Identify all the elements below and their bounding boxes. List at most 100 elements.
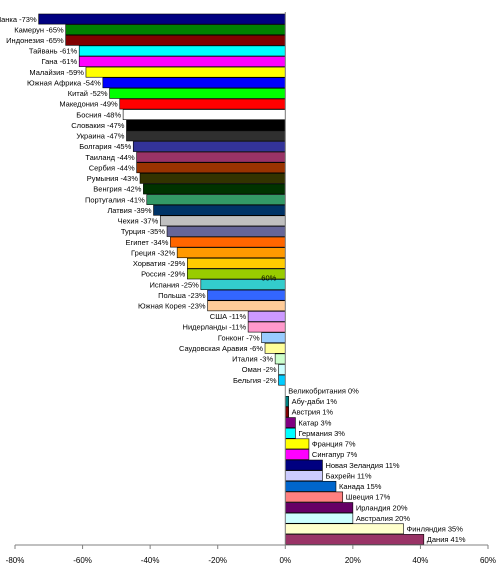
stray-data-label: 60%: [261, 274, 276, 283]
bar: [284, 417, 296, 428]
bar-label: Хорватия -29%: [133, 259, 186, 268]
bar-label: Оман -2%: [242, 365, 277, 374]
bar-label: Латвия -39%: [107, 206, 152, 215]
bar: [159, 215, 286, 227]
bar-label: Испания -25%: [149, 280, 199, 289]
bar: [284, 523, 404, 535]
bar: [284, 449, 310, 460]
bar: [126, 119, 286, 131]
bar: [284, 480, 337, 492]
x-tick-label: -80%: [6, 556, 25, 565]
bar-label: Франция 7%: [312, 440, 356, 449]
x-tick-label: 40%: [412, 556, 428, 565]
bar-label: Италия -3%: [232, 355, 273, 364]
bar-label: Южная Корея -23%: [138, 302, 206, 311]
bar-label: Австрия 1%: [292, 408, 334, 417]
bar-label: Македония -49%: [59, 100, 118, 109]
bar-label: Нидерланды -11%: [183, 323, 247, 332]
bar-label: Бельгия -2%: [233, 376, 277, 385]
bar-labels-layer: Шри-Ланка -73%Камерун -65% Индонезия -65%…: [0, 15, 466, 544]
bar-label: Камерун -65%: [14, 25, 64, 34]
bar-label: Малайзия -59%: [29, 68, 84, 77]
bar: [284, 512, 354, 524]
x-tick-label: 20%: [345, 556, 361, 565]
bar: [38, 13, 286, 25]
bar-label: Турция -35%: [121, 227, 165, 236]
bar-label: Египет -34%: [125, 238, 168, 247]
bar-label: Китай -52%: [68, 89, 108, 98]
bar-label: Абу-даби 1%: [292, 397, 338, 406]
bar: [126, 130, 286, 142]
bar: [284, 491, 344, 503]
bar: [78, 45, 286, 57]
x-tick-label: -20%: [208, 556, 227, 565]
bar-label: Катар 3%: [298, 418, 331, 427]
bar-label: Дания 41%: [427, 535, 466, 544]
bar-label: Румыния -43%: [87, 174, 139, 183]
bar: [187, 257, 286, 269]
bar: [119, 98, 286, 110]
bar-label: Сербия -44%: [89, 163, 135, 172]
x-tick-label: 0%: [280, 556, 292, 565]
bar-label: Португалия -41%: [85, 195, 145, 204]
bar: [261, 332, 286, 344]
bar: [278, 374, 286, 386]
bar: [109, 88, 286, 99]
bar-label: Бахрейн 11%: [325, 471, 371, 480]
bar-label: Польша -23%: [158, 291, 206, 300]
bar-label: Венгрия -42%: [93, 185, 141, 194]
bar-label: Саудовская Аравия -6%: [179, 344, 263, 353]
bar: [78, 56, 286, 67]
bar-label: Таиланд -44%: [85, 153, 135, 162]
bar: [65, 34, 286, 46]
bar: [264, 342, 286, 354]
bar: [207, 289, 286, 301]
bar-label: Словакия -47%: [71, 121, 125, 130]
bar: [274, 353, 286, 365]
bar: [278, 364, 286, 375]
bar: [136, 162, 286, 174]
bar-label: Германия 3%: [298, 429, 345, 438]
bar: [247, 321, 286, 333]
bar-label: Южная Африка -54%: [27, 78, 101, 87]
bar: [284, 534, 425, 545]
x-axis-ticks: -80% -60% -40% -20% 0% 20% 40% 60%: [6, 545, 496, 565]
bar: [102, 77, 286, 89]
bar-label: Швеция 17%: [346, 493, 391, 502]
x-tick-label: -40%: [141, 556, 160, 565]
bar: [284, 459, 323, 471]
bar-label: Канада 15%: [339, 482, 382, 491]
bar: [132, 141, 286, 152]
bar-label: Ирландия 20%: [356, 503, 408, 512]
bar: [65, 24, 286, 36]
x-tick-label: 60%: [480, 556, 496, 565]
bar: [284, 396, 289, 407]
bar: [153, 204, 286, 216]
bar: [284, 438, 310, 450]
bar: [143, 183, 286, 195]
bar-label: Индонезия -65%: [6, 36, 64, 45]
bars-layer: [38, 13, 425, 545]
bar: [284, 470, 323, 482]
bar: [122, 109, 286, 121]
bar-label: Украина -47%: [76, 132, 124, 141]
bar-label: Болгария -45%: [79, 142, 131, 151]
bar-label: Тайвань -61%: [29, 47, 78, 56]
bar-label: Финляндия 35%: [407, 525, 464, 534]
bar-label: Россия -29%: [141, 270, 186, 279]
bar-label: Шри-Ланка -73%: [0, 15, 37, 24]
x-tick-label: -60%: [73, 556, 92, 565]
bar: [284, 427, 296, 439]
bar: [166, 226, 286, 237]
bar-label: Греция -32%: [131, 248, 175, 257]
bar-label: Гана -61%: [41, 57, 77, 66]
bar-label: Босния -48%: [76, 110, 121, 119]
bar: [170, 236, 286, 248]
bar: [176, 247, 286, 259]
bar-label: Австралия 20%: [356, 514, 410, 523]
bar-label: Гонконг -7%: [218, 333, 260, 342]
bar: [146, 194, 286, 205]
bar-label: Сингапур 7%: [312, 450, 358, 459]
bar: [85, 66, 286, 78]
bar: [284, 502, 354, 513]
